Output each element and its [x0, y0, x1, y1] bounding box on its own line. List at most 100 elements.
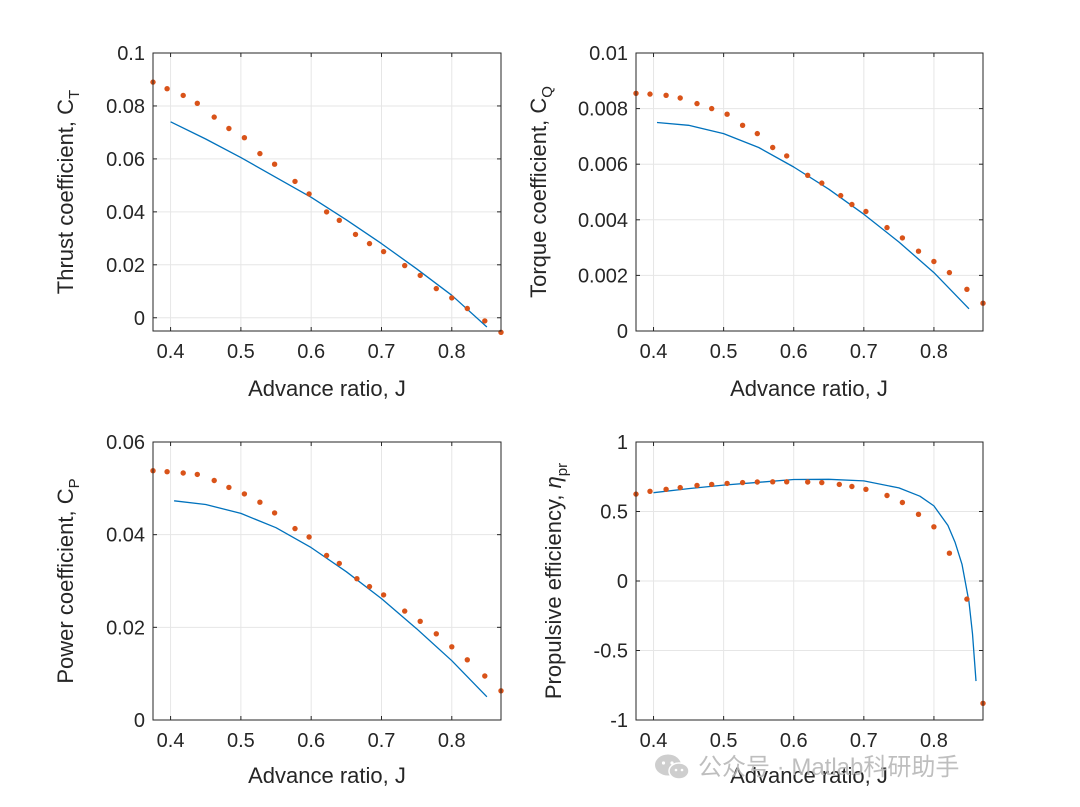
x-tick-label: 0.8 [920, 341, 948, 363]
y-tick-label: 0.1 [117, 43, 145, 65]
experiment-data-point [336, 560, 342, 567]
experiment-data-point [211, 114, 217, 120]
experiment-data-point [694, 482, 700, 489]
y-tick-label: 0.04 [106, 202, 145, 224]
experiment-data-point [292, 525, 298, 532]
x-tick-label: 0.6 [780, 341, 808, 363]
x-axis-label: Advance ratio, J [730, 376, 888, 401]
x-tick-label: 0.6 [780, 730, 808, 752]
experiment-data-point [180, 92, 186, 99]
y-tick-label: 0 [617, 571, 628, 593]
tick-layer: 0.4 0.5 0.6 0.7 0.8 0 0.02 0.04 0.06 [106, 432, 501, 752]
experiment-data-point [402, 608, 408, 614]
x-tick-label: 0.7 [368, 341, 396, 363]
torque-coefficient-plot: 0.4 0.5 0.6 0.7 0.8 0 0.002 0.004 0.006 0.008 0.01… [526, 43, 986, 401]
plot-area [153, 442, 501, 720]
experiment-data-point [482, 673, 488, 679]
experiment-data-point [464, 657, 470, 663]
axes-box [635, 52, 984, 332]
experiment-data-point [754, 130, 760, 137]
watermark-text: 公众号 · Matlab科研助手 [698, 754, 959, 781]
experiment-data-point [323, 209, 330, 215]
x-tick-label: 0.8 [920, 730, 948, 752]
x-tick-label: 0.5 [710, 341, 738, 363]
experiment-data-point [739, 479, 746, 486]
experiment-data-point [226, 125, 232, 132]
grid-lines [636, 441, 983, 721]
y-tick-label: 0.01 [589, 43, 628, 65]
y-tick-label: 0 [134, 308, 145, 330]
experiment-data-point [402, 262, 408, 269]
experiment-data-point [433, 631, 439, 637]
experiment-data-point [663, 486, 669, 492]
y-axis-label: Power coefficient, CP [53, 478, 83, 683]
y-tick-label: 0.04 [106, 525, 145, 547]
y-tick-label: 0.06 [106, 432, 145, 454]
experiment-data-point [449, 295, 455, 301]
y-tick-label: 0 [134, 710, 145, 732]
experiment-data-point [194, 471, 200, 478]
experiment-data-point [819, 479, 825, 486]
watermark: 公众号 · Matlab科研助手 [655, 754, 959, 781]
power-coefficient-plot: 0.4 0.5 0.6 0.7 0.8 0 0.02 0.04 0.06 Advance rat… [53, 432, 504, 788]
experiment-data-point [417, 272, 423, 279]
experiment-data-point [336, 217, 342, 223]
x-axis-label: Advance ratio, J [248, 376, 406, 401]
experiment-data-point [271, 510, 278, 516]
experiment-data-point [306, 534, 312, 540]
experiment-data-point [770, 144, 776, 151]
experiment-data-point [694, 100, 700, 107]
x-tick-label: 0.8 [438, 730, 466, 752]
y-axis-label: Thrust coefficient, CT [53, 90, 83, 294]
experiment-data-point [805, 479, 811, 485]
tick-layer: 0.4 0.5 0.6 0.7 0.8 0 0.002 0.004 0.006 0.008 0.01 [578, 43, 983, 363]
experiment-data-point [884, 224, 890, 231]
propulsive-efficiency-plot: 0.4 0.5 0.6 0.7 0.8 -1 -0.5 0 0.5 1 Advance ratio… [541, 432, 986, 788]
experiment-data-point [180, 470, 186, 476]
x-axis-label: Advance ratio, J [248, 763, 406, 788]
axes-box [152, 52, 502, 332]
experiment-data-point [241, 491, 248, 497]
experiment-data-point [211, 477, 217, 484]
experiment-data-point [931, 524, 937, 530]
experiment-data-point [739, 122, 746, 128]
model-series-line [174, 500, 488, 698]
experiment-data-point [482, 318, 488, 324]
y-axis-label: Torque coefficient, CQ [526, 86, 556, 298]
x-tick-label: 0.7 [368, 730, 396, 752]
plot-area [636, 53, 983, 331]
x-tick-label: 0.4 [640, 341, 668, 363]
series-layer [150, 79, 504, 335]
experiment-data-point [417, 618, 423, 624]
experiment-data-point [194, 100, 200, 106]
experiment-data-point [964, 286, 970, 292]
y-tick-label: 0.06 [106, 149, 145, 171]
wechat-icon [655, 754, 690, 780]
x-axis-label: Advance ratio, J [730, 763, 888, 788]
experiment-data-point [354, 576, 360, 582]
tick-layer: 0.4 0.5 0.6 0.7 0.8 -1 -0.5 0 0.5 1 [594, 432, 983, 752]
y-tick-label: 0.02 [106, 617, 145, 639]
experiment-data-point [677, 484, 683, 491]
x-tick-label: 0.4 [640, 730, 668, 752]
y-tick-label: 0 [617, 321, 628, 343]
y-tick-label: 0.02 [106, 255, 145, 277]
experiment-data-point [380, 592, 387, 598]
y-tick-label: -1 [610, 710, 628, 732]
experiment-data-point [366, 583, 373, 590]
experiment-data-point [724, 111, 730, 117]
experiment-data-point [352, 231, 359, 238]
experiment-data-point [663, 92, 669, 98]
thrust-coefficient-plot: 0.4 0.5 0.6 0.7 0.8 0 0.02 0.04 0.06 0.08 0.1 Adva… [53, 43, 504, 401]
x-tick-label: 0.7 [850, 341, 878, 363]
experiment-data-point [754, 479, 760, 485]
y-axis-label: Propulsive efficiency, ηpr [541, 463, 571, 699]
experiment-data-point [226, 484, 232, 491]
experiment-data-point [784, 153, 790, 159]
experiment-data-point [819, 180, 825, 186]
experiment-data-point [863, 486, 869, 492]
x-tick-label: 0.6 [297, 341, 325, 363]
plot-area [153, 53, 501, 331]
experiment-data-point [449, 644, 455, 650]
experiment-data-point [271, 161, 278, 167]
